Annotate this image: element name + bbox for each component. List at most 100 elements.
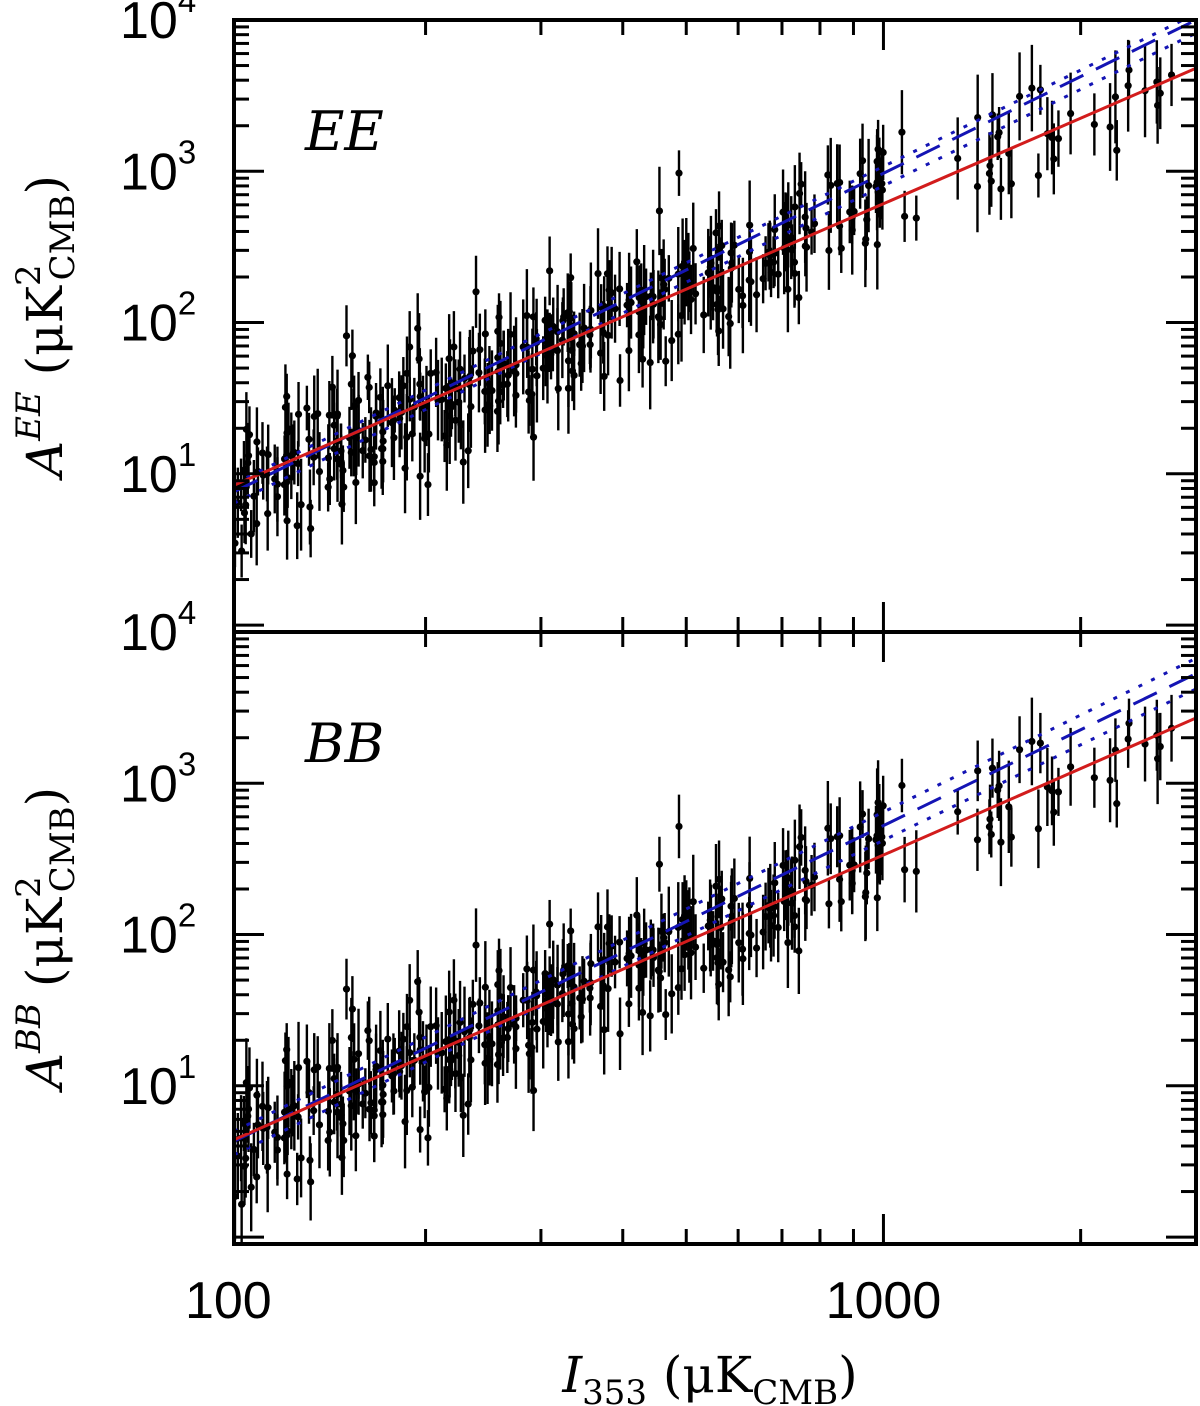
data-point <box>1028 697 1036 786</box>
data-point <box>973 808 982 871</box>
data-point <box>827 803 835 875</box>
data-point <box>416 1106 424 1153</box>
data-point <box>247 1143 255 1232</box>
data-point <box>638 330 647 388</box>
data-point <box>747 913 755 958</box>
data-point <box>661 912 669 973</box>
data-point <box>543 309 552 404</box>
plot-area <box>234 656 1196 1244</box>
data-point <box>525 375 533 426</box>
data-point <box>684 890 692 970</box>
data-point <box>747 237 755 326</box>
data-point <box>377 1056 386 1148</box>
y-tick-label: 102 <box>120 285 196 353</box>
data-point <box>987 811 995 858</box>
y-tick-label: 101 <box>120 1048 196 1116</box>
data-point <box>739 257 747 354</box>
data-point <box>858 790 867 838</box>
fit-lower-bound-line <box>234 687 1196 1157</box>
data-point <box>254 1091 262 1159</box>
data-point <box>315 1081 324 1169</box>
data-point <box>481 941 489 1034</box>
data-point <box>680 239 689 285</box>
data-point <box>795 907 803 995</box>
data-point <box>314 1036 322 1098</box>
data-point <box>464 413 472 489</box>
data-point <box>451 380 460 461</box>
data-point <box>661 258 669 320</box>
data-point <box>372 1033 380 1106</box>
data-point <box>912 830 920 913</box>
data-point <box>330 416 338 481</box>
data-point <box>580 958 588 1004</box>
power-law-fit-line <box>234 20 1196 494</box>
data-point <box>493 1026 502 1103</box>
data-point <box>674 304 682 365</box>
y-tick-label: 103 <box>120 133 196 201</box>
data-point <box>700 943 708 993</box>
data-point <box>954 788 962 835</box>
data-point <box>739 912 747 1005</box>
data-point <box>1167 43 1176 107</box>
data-point <box>611 935 619 989</box>
data-point <box>752 257 761 333</box>
data-point <box>328 1009 336 1072</box>
data-point <box>367 407 375 492</box>
data-point <box>367 1071 375 1135</box>
data-point <box>384 1003 392 1076</box>
data-point <box>787 196 795 280</box>
data-point <box>553 308 562 394</box>
data-point <box>512 1008 520 1089</box>
data-point <box>525 1028 533 1080</box>
slope-2-reference-line <box>234 716 1196 1142</box>
data-point <box>326 452 334 505</box>
data-point <box>771 842 779 924</box>
data-point <box>415 313 423 405</box>
data-point <box>376 368 384 427</box>
data-point <box>774 250 782 299</box>
data-point <box>359 1079 367 1129</box>
data-point <box>472 255 480 328</box>
data-point <box>1067 72 1075 155</box>
data-point <box>827 137 835 233</box>
data-point <box>837 223 845 273</box>
data-point <box>475 332 483 413</box>
data-point <box>728 223 736 303</box>
data-point <box>486 1032 494 1086</box>
data-point <box>290 1060 298 1151</box>
data-point <box>616 251 624 326</box>
data-point <box>1034 789 1042 869</box>
y-tick-label: 104 <box>120 594 196 662</box>
data-point <box>616 354 624 407</box>
data-point <box>997 157 1005 220</box>
data-point <box>253 1150 261 1204</box>
data-point <box>416 432 424 520</box>
data-point <box>1090 93 1098 156</box>
data-point <box>662 989 670 1040</box>
data-point <box>401 423 409 514</box>
data-point <box>973 140 982 233</box>
data-point <box>450 311 458 383</box>
data-point <box>293 1152 301 1206</box>
data-point <box>364 354 372 401</box>
data-point <box>586 305 594 365</box>
data-point <box>504 995 512 1062</box>
data-point <box>342 305 351 367</box>
data-point <box>781 850 790 921</box>
data-point <box>546 899 554 949</box>
data-point <box>1015 716 1024 784</box>
data-point <box>273 446 282 522</box>
data-point <box>415 977 423 1048</box>
data-point <box>684 232 692 321</box>
data-point <box>974 740 982 802</box>
data-point <box>616 997 624 1071</box>
data-point <box>467 365 475 448</box>
data-point <box>912 195 920 241</box>
data-point <box>802 871 811 930</box>
data-point <box>735 902 743 983</box>
data-point <box>668 954 676 1034</box>
y-axis-title: AEE (μK2CMB) <box>9 175 83 481</box>
data-point <box>307 499 315 558</box>
data-point <box>594 228 602 319</box>
data-point <box>399 357 407 415</box>
